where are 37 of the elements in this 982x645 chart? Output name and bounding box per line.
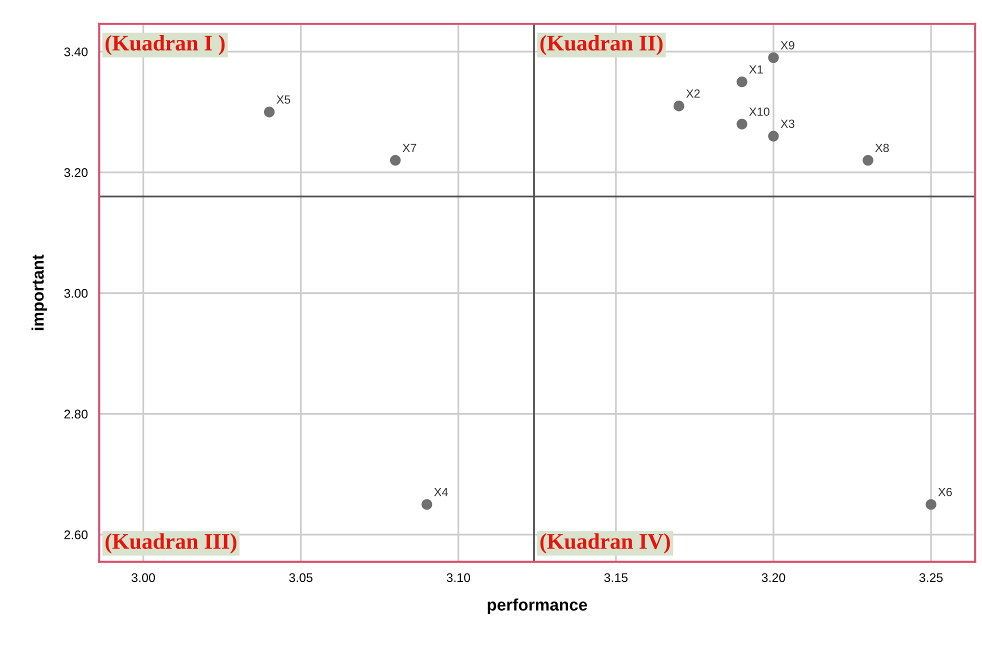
y-tick-label: 3.40 [64, 47, 88, 56]
annotation: X8 [875, 144, 889, 152]
point [264, 106, 275, 118]
annotation: X7 [402, 144, 416, 152]
point [768, 130, 779, 142]
x-tick-label: 3.05 [289, 573, 312, 582]
point [926, 499, 936, 510]
point [390, 154, 401, 166]
point [674, 100, 684, 112]
annotation: X3 [780, 120, 794, 128]
annotation: X1 [749, 65, 763, 74]
y-tick-label: 3.20 [64, 168, 88, 178]
point [862, 154, 874, 166]
x-tick-label: 3.20 [762, 573, 786, 582]
x-tick-label: 3.10 [446, 573, 470, 582]
point [736, 118, 748, 130]
x-axis-title: performance [488, 598, 588, 614]
annotation: X6 [938, 488, 952, 496]
x-tick-label: 3.25 [919, 573, 943, 582]
annotation: (Kuadran IV) [540, 533, 670, 554]
point [768, 52, 779, 64]
y-tick-label: 3.00 [64, 288, 88, 298]
annotation: X5 [276, 96, 290, 104]
annotation: X10 [749, 108, 770, 116]
y-tick-label: 2.80 [64, 410, 88, 419]
annotation: (Kuadran III) [106, 533, 236, 554]
x-tick-label: 3.15 [604, 573, 628, 582]
annotation: (Kuadran II) [540, 34, 663, 56]
annotation: (Kuadran I ) [106, 34, 225, 56]
point [422, 499, 432, 510]
y-axis-title: important [32, 254, 48, 330]
annotation: X4 [434, 488, 448, 496]
y-tick-label: 2.60 [64, 530, 88, 540]
annotation: X9 [780, 41, 794, 50]
annotation: X2 [686, 89, 700, 98]
x-tick-label: 3.00 [132, 573, 155, 582]
point [736, 76, 748, 88]
